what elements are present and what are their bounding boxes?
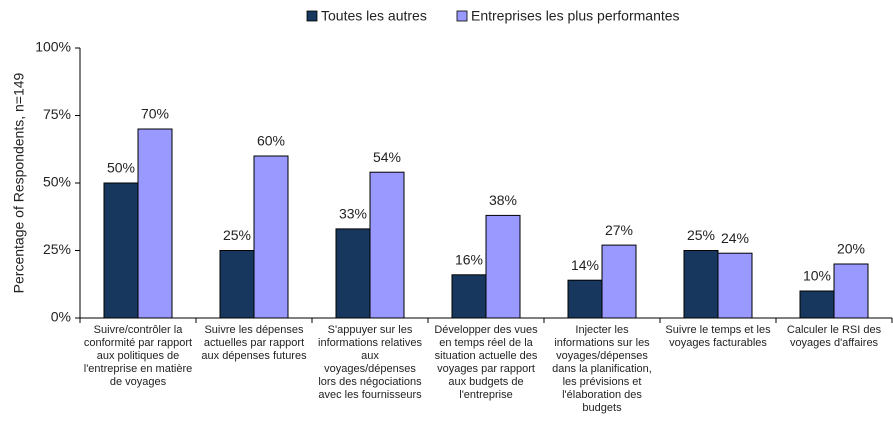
bar (567, 279, 603, 319)
value-label: 70% (141, 106, 169, 122)
bar (833, 263, 869, 319)
value-label: 14% (571, 257, 599, 273)
x-tick-label: Injecter les informations sur les voyage… (552, 324, 652, 414)
y-tick-label: 75% (43, 106, 71, 122)
value-label: 27% (605, 222, 633, 238)
y-tick-label: 0% (51, 309, 71, 325)
x-tick-label: Calculer le RSI des voyages d'affaires (786, 324, 882, 349)
value-label: 20% (837, 241, 865, 257)
y-tick-label: 25% (43, 241, 71, 257)
bar (451, 274, 487, 319)
value-label: 10% (803, 268, 831, 284)
bar (485, 214, 521, 319)
legend-swatch (456, 10, 468, 22)
legend-swatch (306, 10, 318, 22)
value-label: 24% (721, 230, 749, 246)
x-tick-label: Suivre le temps et les voyages facturabl… (665, 324, 771, 349)
x-tick-label: Suivre/contrôler la conformité par rappo… (83, 324, 193, 388)
value-label: 16% (455, 252, 483, 268)
bar (137, 128, 173, 319)
bar (253, 155, 289, 319)
value-label: 25% (687, 227, 715, 243)
bar (683, 250, 719, 319)
bar (335, 228, 371, 319)
x-tick-label: S'appuyer sur les informations relatives… (318, 324, 422, 401)
x-tick-label: Suivre les dépenses actuelles par rappor… (201, 324, 307, 362)
bar (717, 252, 753, 319)
bar (601, 244, 637, 319)
bar (219, 250, 255, 319)
value-label: 25% (223, 227, 251, 243)
value-label: 38% (489, 192, 517, 208)
y-axis-label: Percentage of Respondents, n=149 (11, 72, 27, 293)
bar (799, 290, 835, 319)
value-label: 54% (373, 149, 401, 165)
value-label: 33% (339, 206, 367, 222)
bar (369, 171, 405, 319)
y-tick-label: 100% (35, 39, 71, 55)
value-label: 50% (107, 160, 135, 176)
legend-label: Entreprises les plus performantes (471, 8, 680, 24)
legend-label: Toutes les autres (321, 8, 427, 24)
x-tick-label: Développer des vues en temps réel de la … (434, 324, 538, 401)
y-tick-label: 50% (43, 174, 71, 190)
bar (103, 182, 139, 319)
value-label: 60% (257, 133, 285, 149)
